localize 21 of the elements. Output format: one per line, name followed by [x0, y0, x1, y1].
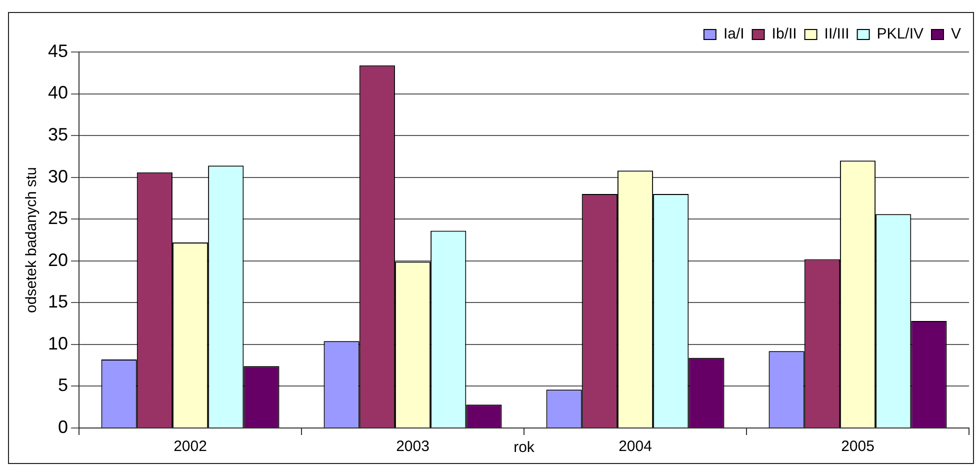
x-tick-label: 2002	[174, 438, 207, 456]
x-tick-label: 2003	[396, 438, 430, 456]
y-tick-label: 35	[48, 124, 68, 145]
legend-label: PKL/IV	[876, 26, 924, 43]
legend-label: II/III	[824, 26, 850, 43]
x-axis-title: rok	[514, 439, 535, 456]
y-tick-label: 5	[58, 375, 68, 396]
y-tick-label: 25	[48, 208, 68, 228]
legend-label: Ia/I	[723, 26, 744, 43]
x-tick-label: 2005	[841, 438, 874, 456]
y-tick-label: 0	[58, 416, 68, 437]
legend-label: V	[950, 26, 962, 43]
y-tick-label: 20	[48, 250, 68, 270]
y-axis-title: odsetek badanych stu	[23, 167, 40, 313]
y-tick-label: 30	[48, 166, 68, 186]
x-tick-label: 2004	[618, 438, 652, 456]
legend-label: Ib/II	[772, 26, 797, 43]
y-tick-label: 45	[48, 40, 68, 61]
y-tick-label: 40	[48, 82, 68, 103]
y-tick-label: 10	[48, 333, 68, 354]
y-tick-label: 15	[48, 292, 68, 312]
